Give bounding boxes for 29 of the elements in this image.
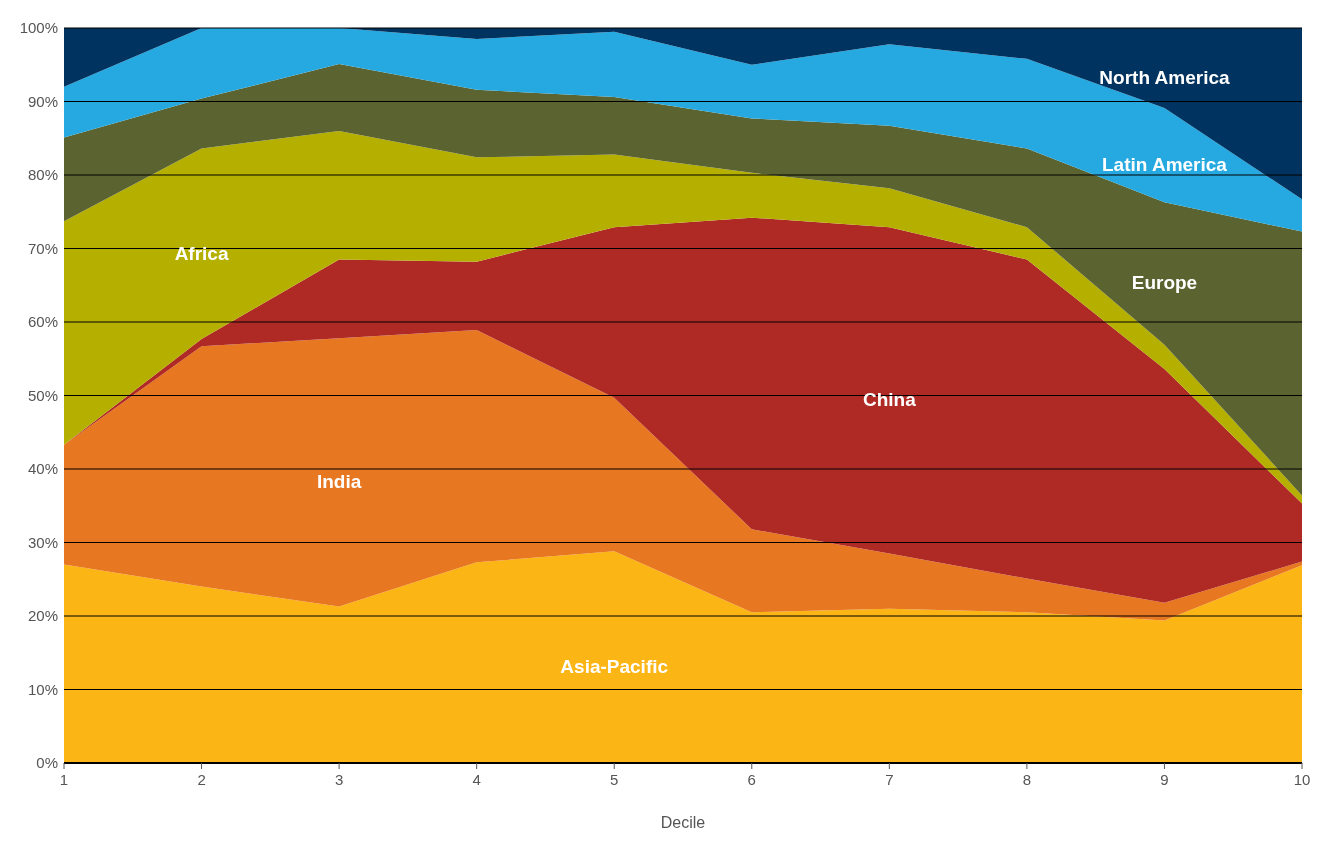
y-tick-label: 40% — [27, 460, 58, 477]
y-tick-label: 90% — [27, 92, 58, 110]
x-tick-label: 5 — [610, 771, 619, 788]
series-label: Latin America — [1101, 154, 1228, 176]
y-tick-label: 70% — [27, 239, 58, 257]
series-label: China — [862, 389, 917, 411]
y-tick-label: 20% — [27, 607, 58, 624]
x-tick-label: 6 — [747, 771, 756, 788]
series-label: India — [316, 471, 362, 493]
x-tick-label: 2 — [197, 771, 206, 788]
series-label: North America — [1099, 67, 1230, 89]
y-tick-label: 50% — [27, 386, 58, 404]
series-label: Europe — [1131, 272, 1198, 294]
x-tick-label: 9 — [1160, 771, 1169, 788]
x-tick-label: 10 — [1293, 771, 1311, 788]
series-label: Asia-Pacific — [560, 656, 669, 678]
x-tick-label: 3 — [334, 771, 344, 788]
x-tick-label: 4 — [472, 771, 481, 788]
y-tick-label: 60% — [27, 313, 58, 330]
y-tick-label: 30% — [27, 533, 58, 551]
x-tick-label: 1 — [59, 771, 69, 788]
x-axis-title: Decile — [660, 814, 706, 831]
y-tick-label: 10% — [27, 680, 58, 698]
x-tick-label: 8 — [1022, 771, 1032, 788]
y-tick-label: 100% — [19, 19, 58, 36]
x-tick-label: 7 — [885, 771, 894, 788]
series-label: Africa — [174, 242, 229, 264]
y-tick-label: 80% — [27, 166, 58, 183]
y-tick-label: 0% — [36, 754, 58, 771]
